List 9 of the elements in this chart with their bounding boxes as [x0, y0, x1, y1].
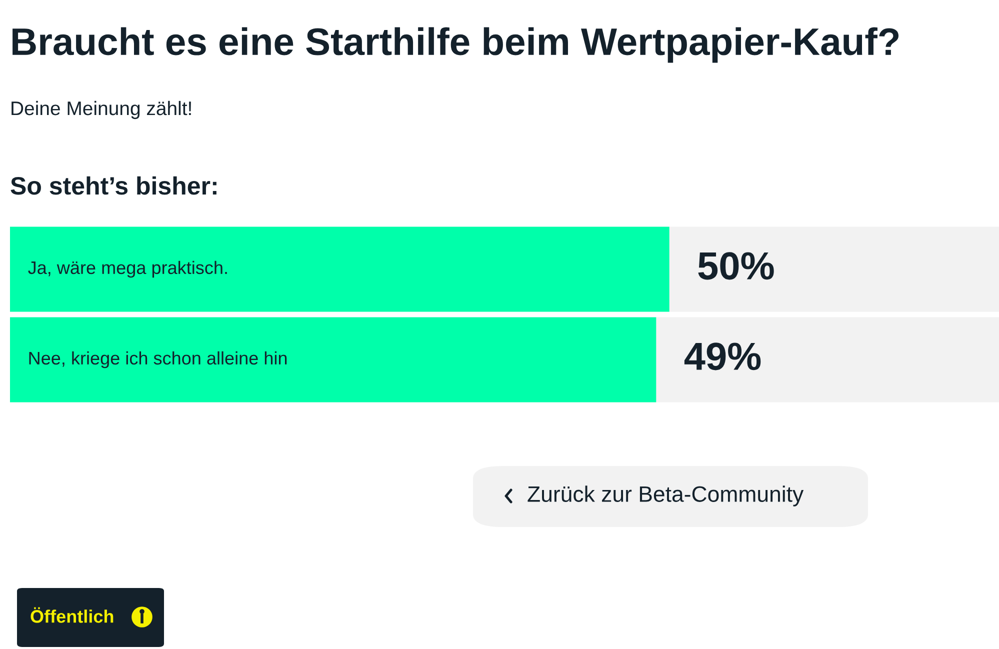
data-label: 49%	[684, 342, 761, 370]
y-tick-label: Ja, wäre mega praktisch.	[28, 260, 227, 278]
text: Öffentlich	[30, 607, 114, 623]
text: So steht’s bisher:	[10, 176, 216, 195]
chart-subtitle: Deine Meinung zählt!	[12, 100, 191, 120]
data-label: 50%	[698, 252, 774, 280]
y-tick-label: Nee, kriege ich schon alleine hin	[29, 351, 287, 368]
chart-title: Braucht es eine Starthilfe beim Wertpapier-Kauf?	[12, 27, 899, 63]
text: Zurück zur Beta-Community	[528, 486, 804, 506]
